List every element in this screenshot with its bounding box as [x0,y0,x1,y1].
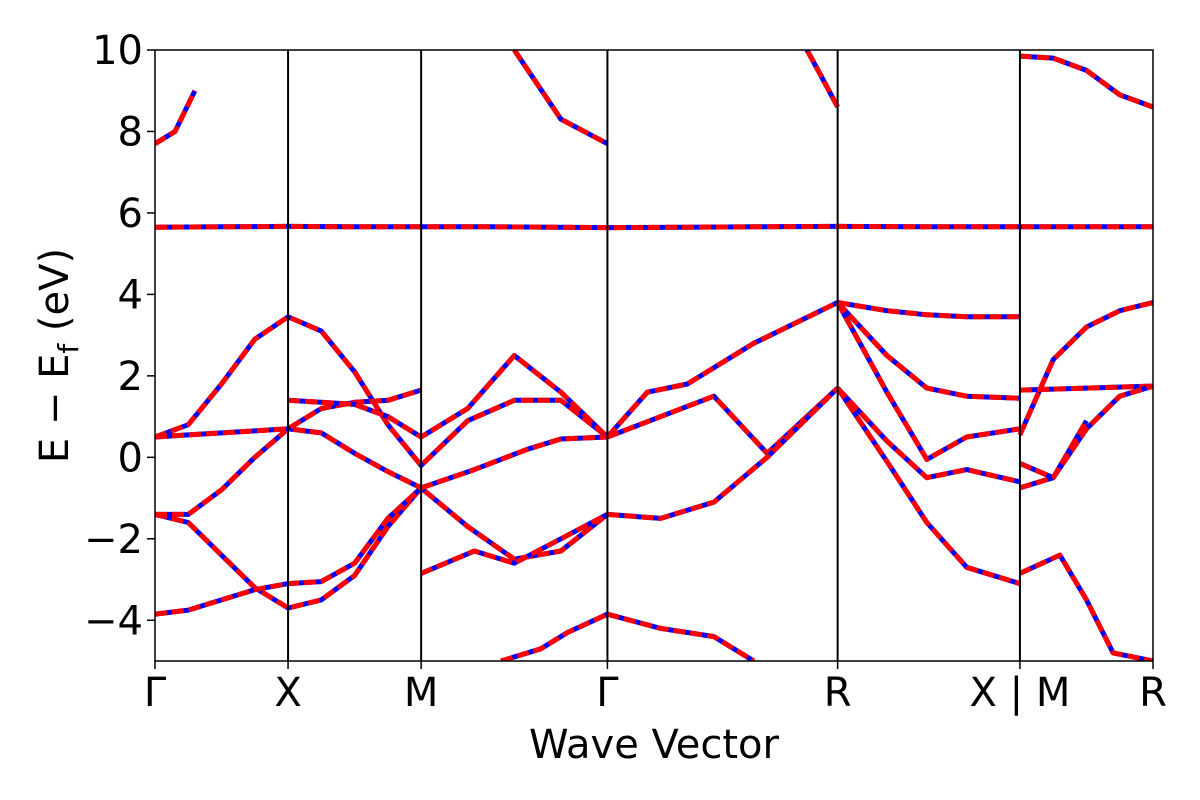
band-line-fit [500,611,609,661]
x-tick-label: R [824,670,852,716]
y-axis-title-unit: (eV) [32,248,78,344]
band-line-fit [607,386,840,521]
band-line-fit [606,611,756,661]
x-tick-label: Γ [596,670,619,716]
band-line-fit [835,386,1021,485]
band-line-dft [420,512,609,576]
band-line-fit [1019,53,1153,110]
y-tick-label: 10 [92,28,143,74]
band-line-fit [1018,383,1153,481]
y-tick-label: 0 [118,435,143,481]
y-axis-title-main: E − E [32,354,78,464]
band-line-fit [155,314,609,468]
high-symmetry-lines [287,50,1021,661]
band-line-fit [804,50,840,109]
y-tick-label: −2 [84,517,143,563]
band-line-fit [835,301,1021,462]
band-line-fit [155,387,422,440]
band-line-fit [1018,552,1153,661]
band-line-fit [835,386,1021,586]
band-line-fit [155,89,198,146]
band-line-dft [1018,552,1153,661]
y-axis-title-subscript: f [52,343,85,354]
y-axis-title: E − Ef (eV) [32,248,85,463]
x-tick-label: Γ [144,670,167,716]
band-line-fit [287,353,610,440]
band-line-dft [835,301,1021,462]
band-line-fit [420,434,608,491]
y-axis-ticks: −4 −2 0 2 4 6 8 10 [84,28,155,644]
band-line-fit [512,50,609,146]
band-line-dft [512,50,609,146]
x-tick-label: X [274,670,301,716]
band-line-fit [835,300,1020,401]
x-axis-ticks: Γ X M Γ R X | M R [144,661,1167,716]
band-line-dft [1017,300,1153,436]
y-tick-label: 4 [118,272,143,318]
band-line-fit [837,300,1020,320]
y-tick-label: 2 [118,354,143,400]
plot-frame [154,49,1154,662]
y-tick-label: 6 [118,191,143,237]
band-line-fit [1019,383,1153,393]
x-tick-label: R [1139,670,1167,716]
y-tick-label: −4 [84,598,143,644]
band-line-dft [287,353,610,440]
band-line-fit [1019,419,1089,491]
x-tick-label: M [404,670,439,716]
x-axis-title: Wave Vector [529,722,780,768]
band-line-fit [605,300,839,439]
band-line-fit [1017,300,1153,436]
x-tick-label: X | M [970,670,1071,716]
band-line-fit [420,512,609,576]
y-tick-label: 8 [118,109,143,155]
band-line-fit [155,485,609,611]
band-lines [155,50,1153,661]
